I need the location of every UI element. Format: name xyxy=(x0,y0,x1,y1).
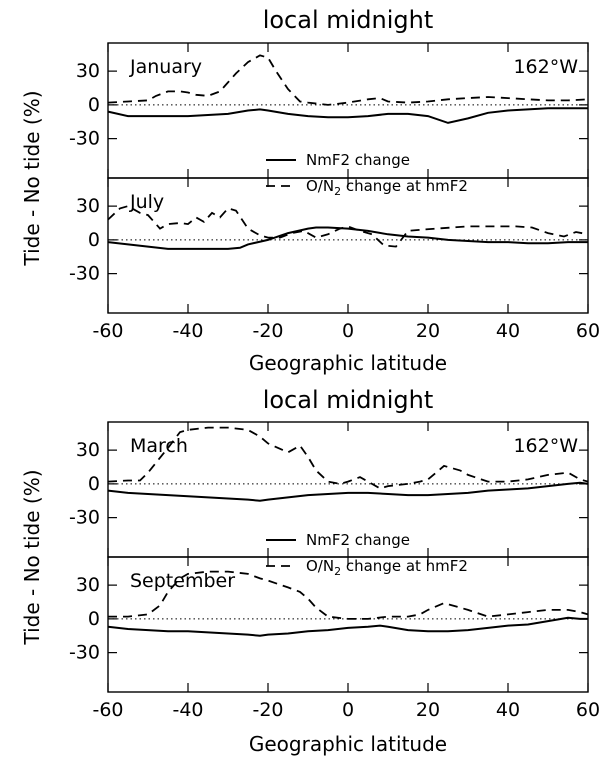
y-tick-label: -30 xyxy=(69,263,100,285)
x-tick-label: 20 xyxy=(416,320,440,342)
month-label: July xyxy=(129,191,164,213)
legend-dashed-subscript: 2 xyxy=(334,565,341,578)
longitude-label: 162°W xyxy=(513,435,578,457)
y-tick-label: 0 xyxy=(88,473,100,495)
y-tick-label: -30 xyxy=(69,128,100,150)
x-tick-label: -40 xyxy=(172,320,203,342)
legend-dashed-prefix: O/N xyxy=(306,557,334,575)
month-label: September xyxy=(130,570,235,592)
y-tick-label: 30 xyxy=(76,439,100,461)
x-tick-label: -60 xyxy=(92,699,123,721)
legend-dashed-prefix: O/N xyxy=(306,177,334,195)
legend-dashed-suffix: change at hmF2 xyxy=(341,557,468,575)
chart-title: local midnight xyxy=(263,386,434,414)
panel-frame xyxy=(107,177,589,314)
legend-dashed-label: O/N2 change at hmF2 xyxy=(306,177,468,198)
series-nmf2-change-march xyxy=(107,481,589,502)
x-tick-label: -20 xyxy=(252,320,283,342)
legend-solid-label: NmF2 change xyxy=(306,531,410,549)
y-tick-label: -30 xyxy=(69,507,100,529)
x-axis-title: Geographic latitude xyxy=(249,351,447,375)
x-tick-label: 40 xyxy=(496,320,520,342)
panel-september: 30 0 -30 September xyxy=(69,556,589,693)
legend-dashed-suffix: change at hmF2 xyxy=(341,177,468,195)
chart-1: local midnight Tide - No tide (%) 30 0 -30 Ja… xyxy=(20,6,600,375)
series-nmf2-change-july xyxy=(107,226,588,250)
series-on2-change-march xyxy=(107,426,589,490)
x-tick-label: 40 xyxy=(496,699,520,721)
panel-january: 30 0 -30 January xyxy=(69,42,589,179)
legend-solid-label: NmF2 change xyxy=(306,151,410,169)
series-nmf2-change-january xyxy=(107,107,588,124)
x-tick-label: -60 xyxy=(92,320,123,342)
x-axis-title: Geographic latitude xyxy=(249,732,447,756)
y-axis-title: Tide - No tide (%) xyxy=(20,90,44,266)
y-tick-label: 0 xyxy=(88,229,100,251)
x-tick-label: 0 xyxy=(342,320,354,342)
month-label: March xyxy=(130,435,188,457)
chart-2: local midnight Tide - No tide (%) 30 0 -30 Ma… xyxy=(20,386,600,756)
series-nmf2-change-september xyxy=(107,616,588,637)
panel-july: 30 0 -30 July xyxy=(69,177,589,314)
x-tick-label: 20 xyxy=(416,699,440,721)
longitude-label: 162°W xyxy=(513,56,578,78)
y-tick-label: 30 xyxy=(76,195,100,217)
y-tick-label: 30 xyxy=(76,60,100,82)
legend-dashed-subscript: 2 xyxy=(334,185,341,198)
y-tick-label: 0 xyxy=(88,94,100,116)
y-tick-label: -30 xyxy=(69,642,100,664)
legend-dashed-label: O/N2 change at hmF2 xyxy=(306,557,468,578)
panel-frame xyxy=(107,556,589,693)
y-tick-label: 0 xyxy=(88,608,100,630)
x-tick-label: 0 xyxy=(342,699,354,721)
series-on2-change-january xyxy=(107,54,589,106)
y-tick-label: 30 xyxy=(76,574,100,596)
month-label: January xyxy=(129,56,202,78)
panel-march: 30 0 -30 March xyxy=(69,421,589,558)
x-tick-label: 60 xyxy=(576,699,600,721)
series-on2-change-september xyxy=(108,570,589,620)
chart-title: local midnight xyxy=(263,6,434,34)
x-tick-label: -40 xyxy=(172,699,203,721)
series-on2-change-july xyxy=(107,205,589,248)
y-axis-title: Tide - No tide (%) xyxy=(20,469,44,645)
x-tick-label: 60 xyxy=(576,320,600,342)
x-tick-label: -20 xyxy=(252,699,283,721)
